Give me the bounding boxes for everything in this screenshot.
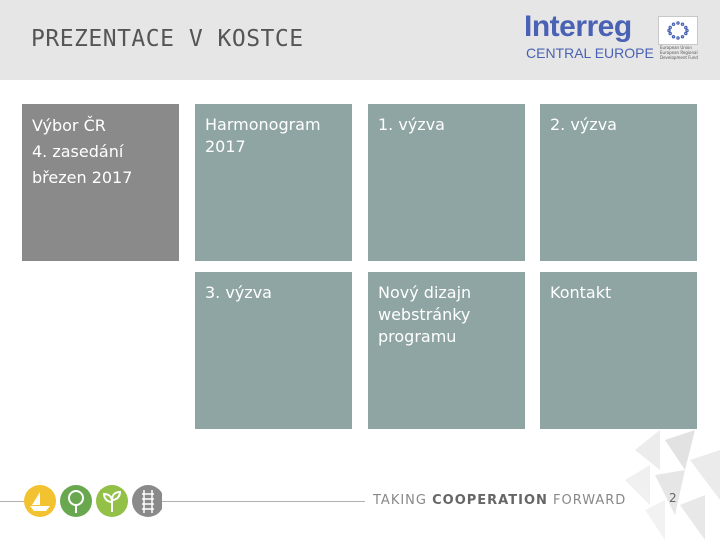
footer-divider-left <box>0 501 40 502</box>
boat-icon <box>24 485 56 517</box>
footer-divider <box>155 501 365 502</box>
logo-word: Interreg <box>524 10 632 43</box>
decorative-triangles <box>605 430 720 540</box>
tile-call-3[interactable]: 3. výzva <box>195 272 352 429</box>
tile-harmonogram[interactable]: Harmonogram 2017 <box>195 104 352 261</box>
meeting-session: 4. zasedání <box>32 142 124 161</box>
tile-contact[interactable]: Kontakt <box>540 272 697 429</box>
footer-tagline: TAKING COOPERATION FORWARD <box>373 493 627 508</box>
tile-label: 3. výzva <box>205 283 272 302</box>
meeting-info-tile: Výbor ČR 4. zasedání březen 2017 <box>22 104 179 261</box>
tile-call-1[interactable]: 1. výzva <box>368 104 525 261</box>
tile-label: Nový dizajn webstránky programu <box>378 283 472 346</box>
sprout-icon <box>96 485 128 517</box>
tile-label: Harmonogram 2017 <box>205 115 321 156</box>
railway-icon <box>132 485 164 517</box>
tile-label: Kontakt <box>550 283 612 302</box>
page-title: PREZENTACE V KOSTCE <box>31 26 304 52</box>
eu-caption: European Union European Regional Develop… <box>660 45 698 60</box>
tile-call-2[interactable]: 2. výzva <box>540 104 697 261</box>
priority-icons <box>22 484 164 520</box>
meeting-date: březen 2017 <box>32 168 133 187</box>
interreg-logo: Interreg CENTRAL EUROPE European Union E… <box>524 10 704 68</box>
meeting-committee: Výbor ČR <box>32 116 106 135</box>
page-number: 2 <box>669 491 677 505</box>
tile-new-website[interactable]: Nový dizajn webstránky programu <box>368 272 525 429</box>
eu-flag-icon <box>658 16 698 45</box>
tile-label: 1. výzva <box>378 115 445 134</box>
tree-icon <box>60 485 92 517</box>
logo-subtitle: CENTRAL EUROPE <box>526 45 654 61</box>
tile-label: 2. výzva <box>550 115 617 134</box>
header-bar: PREZENTACE V KOSTCE Interreg CENTRAL EUR… <box>0 0 720 80</box>
